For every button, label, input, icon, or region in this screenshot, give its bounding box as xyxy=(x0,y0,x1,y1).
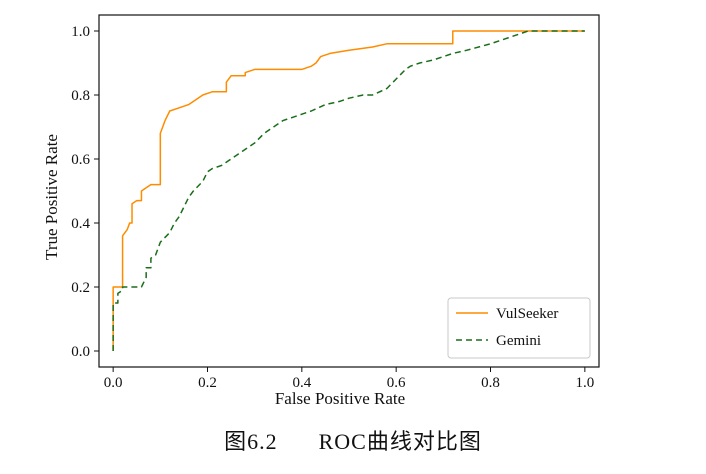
plot-frame xyxy=(98,14,600,368)
series-line-vulseeker xyxy=(112,30,585,351)
x-tick-label: 0.0 xyxy=(104,375,123,391)
x-tick-label: 0.8 xyxy=(481,375,500,391)
y-tick-label: 0.8 xyxy=(71,88,90,104)
x-axis-label: False Positive Rate xyxy=(275,389,405,408)
x-tick-label: 0.6 xyxy=(387,375,406,391)
figure-caption-text: ROC曲线对比图 xyxy=(318,429,482,454)
legend-label-vulseeker: VulSeeker xyxy=(496,306,558,322)
figure-caption: 图6.2 ROC曲线对比图 xyxy=(0,424,706,456)
axis-ticks: 0.0 0.2 0.4 0.6 0.8 1.0 0.0 0.2 0.4 0.6 0.8 1.0 xyxy=(71,24,594,391)
y-tick-label: 0.6 xyxy=(71,152,90,168)
roc-chart: 0.0 0.2 0.4 0.6 0.8 1.0 0.0 0.2 0.4 0.6 0.8 1.0 Fal… xyxy=(42,14,600,408)
y-axis-label: True Positive Rate xyxy=(42,134,61,260)
x-tick-label: 0.4 xyxy=(292,375,311,391)
series-line-gemini xyxy=(112,30,585,351)
y-tick-label: 0.2 xyxy=(71,280,90,296)
y-tick-label: 1.0 xyxy=(71,24,90,40)
y-tick-label: 0.0 xyxy=(71,344,90,360)
legend-label-gemini: Gemini xyxy=(496,333,541,349)
x-tick-label: 1.0 xyxy=(575,375,594,391)
figure-number: 图6.2 xyxy=(224,429,278,454)
legend: VulSeeker Gemini xyxy=(447,297,591,359)
y-tick-label: 0.4 xyxy=(71,216,90,232)
series-layer xyxy=(112,30,585,351)
x-tick-label: 0.2 xyxy=(198,375,217,391)
